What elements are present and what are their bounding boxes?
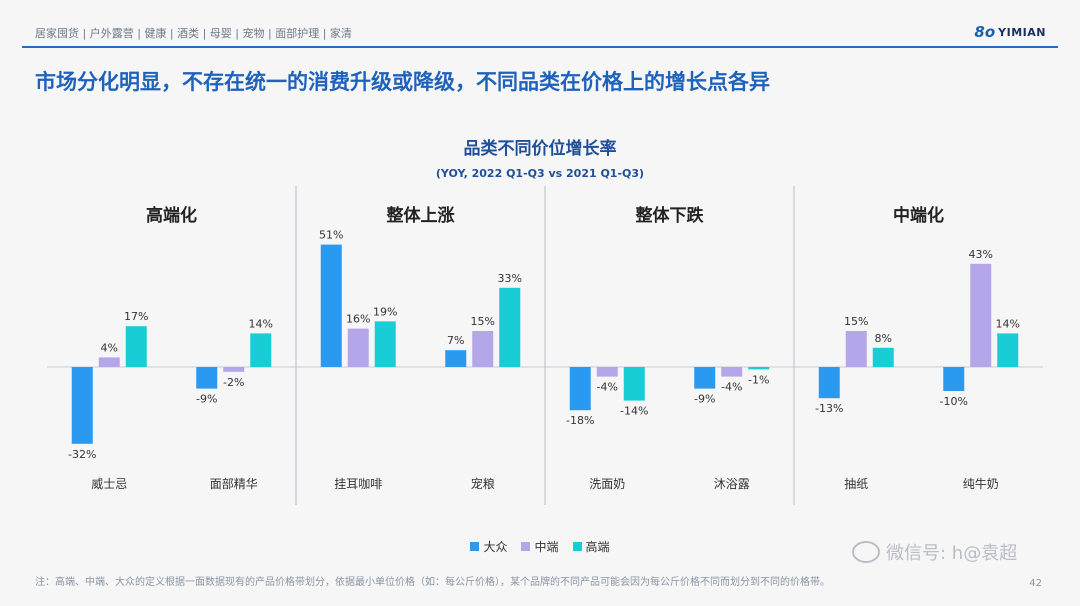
data-label: 19% — [373, 305, 397, 318]
bar — [499, 287, 521, 367]
data-label: 15% — [471, 315, 495, 328]
data-label: 8% — [875, 332, 892, 345]
legend-label-premium: 高端 — [585, 540, 610, 554]
bar — [320, 244, 342, 367]
logo-text: YIMIAN — [998, 25, 1046, 39]
data-label: -2% — [223, 376, 244, 389]
footnote: 注：高端、中端、大众的定义根据一面数据现有的产品价格带划分，依据最小单位价格（如… — [35, 577, 830, 588]
bar — [125, 326, 147, 367]
watermark-text: 微信号: h@袁超 — [886, 543, 1018, 564]
bar — [970, 263, 992, 367]
legend-swatch-mass — [470, 542, 480, 551]
bar — [694, 367, 716, 389]
category-label: 面部精华 — [210, 476, 258, 491]
bar — [98, 357, 120, 367]
data-label: 51% — [319, 229, 343, 242]
bar — [472, 331, 494, 367]
data-label: -10% — [940, 395, 968, 408]
data-label: 7% — [447, 334, 464, 347]
data-label: -32% — [68, 448, 96, 461]
data-label: 33% — [498, 272, 522, 285]
bar — [347, 328, 369, 367]
legend-label-mass: 大众 — [483, 540, 508, 554]
bar — [845, 331, 867, 367]
category-label: 纯牛奶 — [963, 476, 999, 491]
bar — [721, 367, 743, 377]
legend-item-premium: 高端 — [572, 538, 610, 555]
data-label: -9% — [196, 393, 217, 406]
bar — [818, 367, 840, 399]
data-label: -14% — [620, 405, 648, 418]
group-title: 中端化 — [893, 205, 944, 226]
bar — [569, 367, 591, 411]
bar — [943, 367, 965, 391]
page-number: 42 — [1029, 578, 1042, 589]
data-label: -13% — [815, 402, 843, 415]
category-label: 威士忌 — [91, 477, 127, 491]
legend-item-mass: 大众 — [470, 538, 507, 555]
data-label: 16% — [346, 313, 370, 326]
legend: 大众 中端 高端 — [0, 538, 1080, 555]
data-label: 4% — [101, 341, 118, 354]
chart-title: 品类不同价位增长率 — [463, 139, 617, 159]
bar — [71, 367, 93, 444]
wechat-icon — [852, 541, 880, 563]
group-title: 整体上涨 — [387, 205, 455, 226]
bar — [223, 367, 245, 372]
data-label: -4% — [721, 381, 742, 394]
logo: 8o YIMIAN — [974, 23, 1046, 41]
data-label: -4% — [597, 381, 618, 394]
legend-swatch-mid — [521, 542, 531, 551]
category-label: 挂耳咖啡 — [334, 476, 382, 491]
page-title: 市场分化明显，不存在统一的消费升级或降级，不同品类在价格上的增长点各异 — [35, 70, 770, 94]
breadcrumb: 居家囤货 | 户外露营 | 健康 | 酒类 | 母婴 | 宠物 | 面部护理 |… — [35, 27, 352, 40]
data-label: -1% — [748, 373, 769, 386]
legend-item-mid: 中端 — [521, 538, 559, 555]
watermark: 微信号: h@袁超 — [852, 539, 1017, 565]
logo-icon: 8o — [974, 23, 996, 41]
category-label: 沐浴露 — [714, 477, 750, 491]
data-label: -9% — [694, 393, 715, 406]
legend-swatch-premium — [572, 542, 582, 551]
category-label: 宠粮 — [471, 476, 495, 491]
bar — [997, 333, 1019, 367]
bar — [445, 350, 467, 367]
data-label: -18% — [566, 414, 594, 427]
legend-label-mid: 中端 — [534, 540, 559, 554]
bar — [374, 321, 396, 367]
group-title: 高端化 — [146, 205, 197, 226]
data-label: 14% — [249, 317, 273, 330]
bar — [623, 367, 645, 401]
category-label: 洗面奶 — [589, 477, 625, 491]
header-divider — [22, 46, 1058, 48]
data-label: 14% — [996, 317, 1020, 330]
data-label: 15% — [844, 315, 868, 328]
data-label: 43% — [969, 248, 993, 261]
chart-subtitle: (YOY, 2022 Q1-Q3 vs 2021 Q1-Q3) — [435, 167, 645, 180]
bar — [196, 367, 218, 389]
category-label: 抽纸 — [844, 477, 868, 491]
bar — [872, 347, 894, 367]
bar — [250, 333, 272, 367]
bar — [596, 367, 618, 377]
group-title: 整体下跌 — [636, 205, 705, 226]
bar — [748, 367, 770, 370]
data-label: 17% — [124, 310, 148, 323]
